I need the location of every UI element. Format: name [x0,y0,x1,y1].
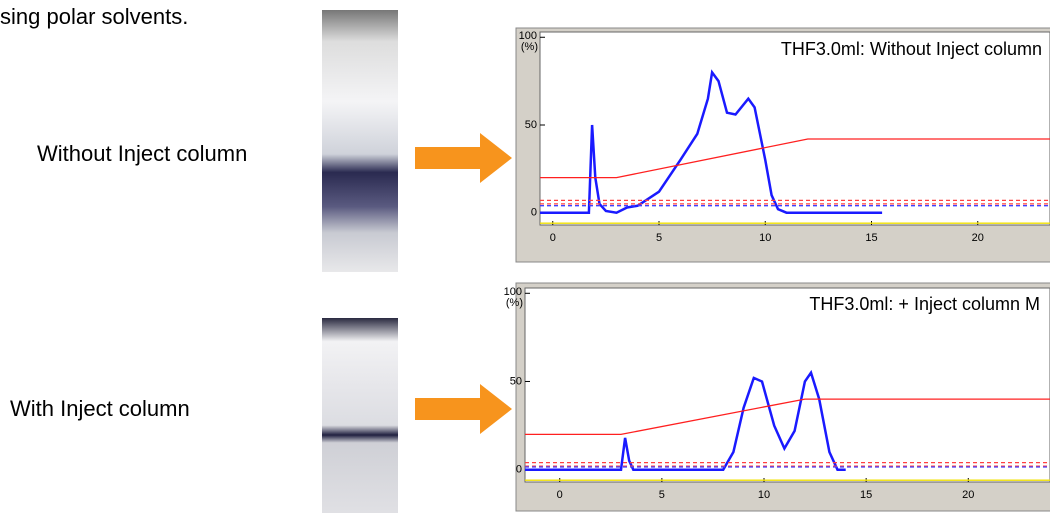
line [525,398,1050,436]
chart-title: THF3.0ml: + Inject column M [809,294,1040,314]
y-tick-label: 0 [531,207,537,219]
plot [525,369,1050,481]
x-tick-label: 10 [758,489,770,501]
plot [540,69,1050,224]
chart: 0 50 100(%) 0 5 10 15 20 THF3.0ml: + Inject colu… [504,282,1050,512]
arrow [415,133,512,183]
x-tick-label: 20 [962,489,974,501]
line [540,138,1050,179]
x-tick-label: 5 [656,232,662,244]
y-axis-label: (%) [506,297,523,309]
plot-area [524,287,1050,483]
y-tick-label: 50 [525,119,537,131]
caption: sing polar solvents. [0,4,188,29]
label: With Inject column [10,396,190,421]
y-tick-label: 0 [516,464,522,476]
plot-area [539,31,1050,226]
chart-title: THF3.0ml: Without Inject column [781,39,1042,59]
label: Without Inject column [37,141,247,166]
x-tick-label: 15 [865,232,877,244]
y-axis-label: (%) [521,41,538,53]
photo [322,10,398,272]
chart: 0 50 100(%) 0 5 10 15 20 THF3.0ml: Without Injec… [515,27,1050,263]
x-tick-label: 15 [860,489,872,501]
arrow [415,384,512,434]
x-tick-label: 0 [557,489,563,501]
x-tick-label: 10 [759,232,771,244]
y-tick-label: 100 [519,30,537,42]
line [540,69,883,214]
x-tick-label: 20 [972,232,984,244]
y-tick-label: 100 [504,286,522,298]
photo [322,318,398,513]
x-tick-label: 5 [659,489,665,501]
y-tick-label: 50 [510,375,522,387]
x-tick-label: 0 [550,232,556,244]
